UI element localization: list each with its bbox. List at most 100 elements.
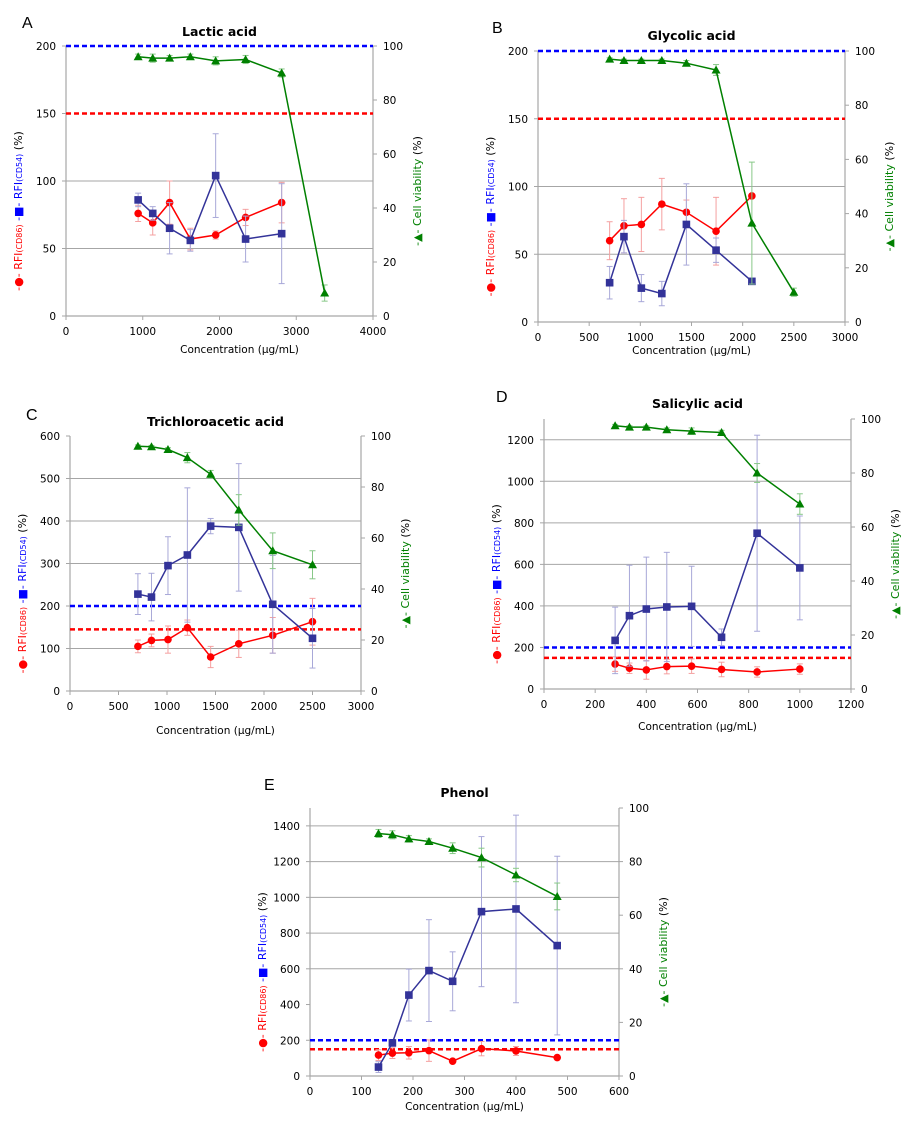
data-point — [147, 593, 156, 601]
x-tick-label: 800 — [739, 699, 759, 711]
x-tick-label: 1500 — [202, 701, 229, 713]
data-point — [552, 891, 562, 900]
series-rfi-cd54- — [134, 463, 317, 669]
data-point — [134, 590, 142, 598]
data-point — [752, 468, 762, 477]
data-point — [234, 523, 243, 532]
y-right-label-part: (%) — [411, 136, 424, 159]
x-tick-label: 400 — [506, 1086, 526, 1098]
data-point — [146, 442, 156, 451]
x-tick-label: 3000 — [832, 332, 859, 344]
y-right-tick-label: 100 — [855, 46, 875, 58]
y-axis-right-label: -▲- Cell viability (%) — [399, 519, 412, 629]
data-point — [405, 991, 413, 999]
y-left-tick-label: 300 — [40, 559, 60, 571]
data-point — [234, 505, 244, 514]
y-axis-left-label: -●- RFI(CD86) -■- RFI(CD54) (%) — [484, 137, 497, 297]
chart-title: Trichloroacetic acid — [147, 414, 284, 429]
y-right-tick-label: 0 — [629, 1071, 636, 1083]
data-point — [374, 1051, 383, 1059]
y-right-tick-label: 20 — [629, 1017, 642, 1029]
series-line — [609, 58, 795, 293]
data-point — [165, 224, 174, 233]
y-left-label-part: -●- RFI — [484, 258, 497, 296]
y-left-label-part: (CD86) — [259, 985, 268, 1013]
y-axis-left-label: -●- RFI(CD86) -■- RFI(CD54) (%) — [256, 892, 269, 1052]
data-point — [663, 603, 671, 611]
data-point — [424, 837, 434, 845]
data-point — [308, 560, 317, 569]
y-left-label-part: (%) — [256, 892, 269, 915]
series-line — [615, 425, 801, 505]
series-rfi-cd54- — [611, 434, 804, 675]
y-left-label-part: (CD86) — [19, 607, 28, 635]
y-left-tick-label: 200 — [514, 642, 534, 654]
data-point — [625, 611, 634, 620]
series-line — [378, 832, 558, 898]
y-left-label-part: (CD54) — [487, 159, 496, 187]
y-left-label-part: (%) — [12, 131, 25, 154]
x-tick-label: 2000 — [206, 326, 233, 338]
y-left-label-part: (CD54) — [493, 527, 502, 555]
data-point — [796, 564, 804, 572]
y-left-label-part: -■- RFI — [16, 564, 29, 607]
y-left-tick-label: 1200 — [273, 857, 300, 869]
y-right-tick-label: 20 — [383, 257, 396, 269]
data-point — [388, 1049, 397, 1057]
y-left-label-part: (CD54) — [19, 536, 28, 564]
data-point — [687, 602, 696, 611]
data-point — [234, 640, 243, 648]
data-point — [268, 600, 277, 609]
data-point — [206, 653, 215, 661]
x-tick-label: 500 — [108, 701, 128, 713]
series-line — [138, 56, 326, 294]
series-rfi-cd86- — [374, 1039, 561, 1065]
data-point — [134, 642, 142, 651]
y-left-tick-label: 200 — [40, 601, 60, 613]
y-right-tick-label: 80 — [371, 482, 384, 494]
y-left-tick-label: 400 — [40, 516, 60, 528]
data-point — [186, 236, 195, 245]
data-point — [387, 830, 397, 839]
x-tick-label: 0 — [63, 326, 70, 338]
series-cell-viability — [610, 421, 805, 515]
y-left-tick-label: 100 — [40, 644, 60, 656]
data-point — [148, 209, 157, 218]
data-point — [147, 636, 156, 645]
y-left-tick-label: 800 — [514, 518, 534, 530]
data-point — [717, 665, 726, 674]
data-point — [753, 529, 761, 538]
data-point — [662, 425, 672, 434]
panel-letter: D — [496, 389, 508, 406]
data-point — [241, 55, 251, 63]
y-left-label-part: (CD54) — [259, 915, 268, 943]
y-right-tick-label: 0 — [855, 317, 862, 329]
data-point — [134, 196, 142, 204]
data-point — [448, 977, 457, 986]
y-left-tick-label: 1000 — [273, 892, 300, 904]
chart-title: Phenol — [440, 785, 488, 800]
chart-title: Lactic acid — [182, 24, 257, 39]
y-right-tick-label: 20 — [855, 263, 868, 275]
series-line — [137, 621, 313, 658]
data-point — [605, 236, 614, 245]
y-right-tick-label: 80 — [383, 95, 396, 107]
y-right-tick-label: 100 — [383, 41, 403, 53]
data-point — [164, 561, 172, 570]
data-point — [620, 232, 628, 241]
data-point — [374, 1063, 383, 1071]
data-point — [717, 633, 726, 642]
y-right-label-part: (%) — [889, 509, 902, 532]
series-rfi-cd86- — [134, 597, 317, 669]
data-point — [425, 966, 433, 975]
x-tick-label: 400 — [636, 699, 656, 711]
data-point — [404, 834, 414, 843]
data-point — [373, 828, 383, 837]
panel-B: B Glycolic acid 0 500 1000 1500 2000 2500 3000 0 5… — [460, 0, 923, 360]
y-left-tick-label: 400 — [280, 1000, 300, 1012]
y-left-label-part: -■- RFI — [490, 555, 503, 598]
y-right-tick-label: 40 — [855, 209, 868, 221]
data-point — [268, 546, 278, 555]
data-point — [624, 422, 634, 431]
